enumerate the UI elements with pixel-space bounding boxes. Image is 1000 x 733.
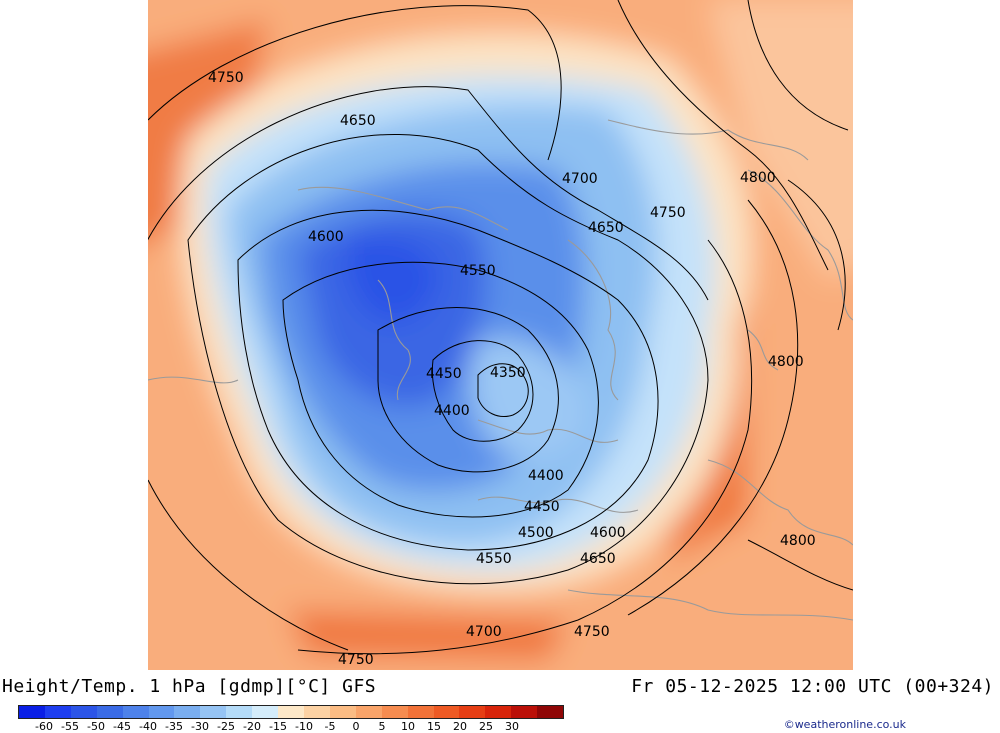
weather-map: 4750 4650 4700 4800 4750 4650 4600 4550 …	[148, 0, 853, 670]
contour-label: 4400	[434, 403, 470, 419]
legend-tick: 0	[352, 720, 360, 733]
legend-swatch	[511, 706, 538, 718]
legend-ticks: -60 -55 -50 -45 -40 -35 -30 -25 -20 -15 -10 -5 0 5 10 1…	[18, 720, 564, 733]
legend-swatch	[329, 706, 356, 718]
legend-swatch	[96, 706, 123, 718]
contour-label: 4350	[490, 365, 526, 381]
temperature-field	[148, 0, 853, 670]
legend-tick: -35	[165, 720, 183, 733]
contour-label: 4550	[460, 263, 496, 279]
legend-tick: -5	[324, 720, 336, 733]
contour-label: 4650	[588, 220, 624, 236]
contour-label: 4550	[476, 551, 512, 567]
legend-tick: -30	[191, 720, 209, 733]
color-legend	[18, 705, 564, 719]
contour-label: 4600	[308, 229, 344, 245]
legend-tick: 10	[401, 720, 415, 733]
legend-swatch	[226, 706, 253, 718]
contour-label: 4650	[340, 113, 376, 129]
legend-tick: -45	[113, 720, 131, 733]
legend-swatch	[70, 706, 97, 718]
contour-label: 4750	[338, 652, 374, 668]
contour-label: 4700	[562, 171, 598, 187]
legend-tick: -25	[217, 720, 235, 733]
legend-tick: -60	[35, 720, 53, 733]
legend-swatch	[459, 706, 486, 718]
legend-swatch	[200, 706, 227, 718]
legend-tick: -55	[61, 720, 79, 733]
legend-swatch	[44, 706, 71, 718]
legend-tick: -10	[295, 720, 313, 733]
contour-label: 4750	[650, 205, 686, 221]
contour-label: 4450	[426, 366, 462, 382]
contour-label: 4800	[740, 170, 776, 186]
contour-label: 4750	[574, 624, 610, 640]
height-contours	[148, 0, 853, 655]
legend-swatch	[303, 706, 330, 718]
legend-tick: 30	[505, 720, 519, 733]
legend-tick: 20	[453, 720, 467, 733]
contour-label: 4500	[518, 525, 554, 541]
legend-tick: -50	[87, 720, 105, 733]
contour-label: 4450	[524, 499, 560, 515]
legend-swatch	[355, 706, 382, 718]
legend-swatch	[122, 706, 149, 718]
legend-swatch	[433, 706, 460, 718]
contour-label: 4600	[590, 525, 626, 541]
legend-swatch	[485, 706, 512, 718]
legend-tick: -15	[269, 720, 287, 733]
valid-time: Fr 05-12-2025 12:00 UTC (00+324)	[631, 676, 994, 697]
legend-swatch	[148, 706, 175, 718]
legend-tick: 5	[378, 720, 386, 733]
credit-link[interactable]: ©weatheronline.co.uk	[783, 718, 906, 731]
legend-tick: 15	[427, 720, 441, 733]
legend-tick: -40	[139, 720, 157, 733]
legend-swatch	[381, 706, 408, 718]
legend-swatch	[19, 706, 45, 718]
legend-swatch	[537, 706, 564, 718]
map-canvas: 4750 4650 4700 4800 4750 4650 4600 4550 …	[148, 0, 853, 670]
legend-swatch	[407, 706, 434, 718]
legend-tick: -20	[243, 720, 261, 733]
contour-label: 4750	[208, 70, 244, 86]
legend-tick: 25	[479, 720, 493, 733]
contour-label: 4800	[768, 354, 804, 370]
contour-label: 4800	[780, 533, 816, 549]
contour-label: 4650	[580, 551, 616, 567]
legend-swatch	[252, 706, 279, 718]
legend-swatch	[174, 706, 201, 718]
map-title: Height/Temp. 1 hPa [gdmp][°C] GFS	[2, 676, 377, 697]
contour-label: 4700	[466, 624, 502, 640]
legend-swatch	[278, 706, 304, 718]
coastlines	[148, 119, 853, 621]
contour-label: 4400	[528, 468, 564, 484]
contour-labels: 4750 4650 4700 4800 4750 4650 4600 4550 …	[208, 70, 816, 668]
